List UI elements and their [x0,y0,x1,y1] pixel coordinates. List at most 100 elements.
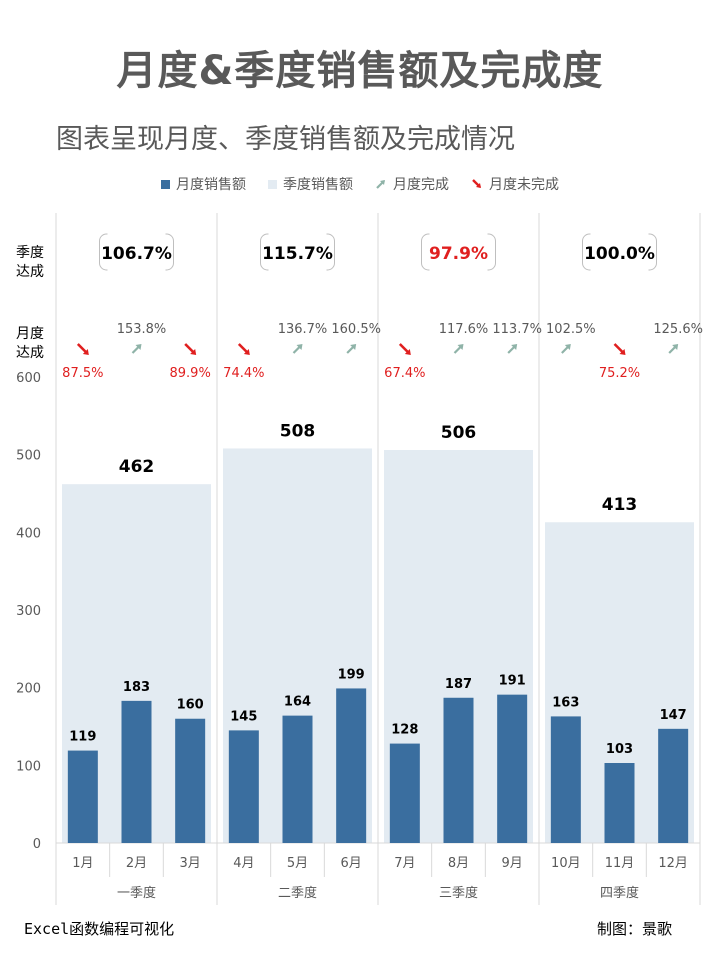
month-bar [67,750,98,843]
legend-item-done: 月度完成 [375,174,449,194]
month-done-arrow-icon [292,344,303,354]
month-bar [658,728,689,843]
month-bar [121,700,152,843]
quarter-category-label: 一季度 [117,885,156,901]
y-tick-label: 200 [16,682,41,697]
month-value-label: 163 [552,695,579,710]
month-undone-arrow-icon [76,343,89,355]
month-rate-label: 67.4% [384,366,425,381]
month-value-label: 183 [123,680,150,695]
legend-label-undone: 月度未完成 [489,177,559,193]
credit-left: Excel函数编程可视化 [24,920,175,938]
monthly-swatch-icon [161,179,170,189]
month-undone-arrow-icon-head [404,349,411,355]
legend-item-undone: 月度未完成 [471,174,559,194]
month-done-arrow-icon-head [135,344,142,350]
y-tick-label: 500 [16,449,41,464]
month-undone-arrow-icon-shaft [613,343,624,353]
month-done-arrow-icon-head [350,344,357,350]
quarter-category-label: 四季度 [600,885,639,901]
month-done-arrow-icon-head [457,344,464,350]
down-arrow-icon [472,179,481,188]
quarter-rate-bracket-mask [268,230,327,274]
month-rate-label: 89.9% [170,366,211,381]
month-undone-arrow-icon-shaft [398,343,409,353]
month-done-arrow-icon [561,344,571,354]
month-undone-arrow-icon-shaft [184,343,195,353]
month-category-label: 9月 [502,856,523,871]
quarter-rate-label: 106.7% [101,244,172,264]
month-rate-label: 153.8% [117,322,167,337]
month-bar [282,715,313,843]
month-rate-label: 113.7% [492,322,542,337]
quarter-value-label: 462 [119,457,155,477]
y-tick-label: 600 [16,371,41,386]
month-value-label: 147 [660,708,687,723]
month-value-label: 160 [177,698,204,713]
quarter-rate-bracket-mask [107,230,166,274]
quarter-value-label: 506 [441,423,477,443]
month-bar [228,730,259,843]
month-category-label: 1月 [72,856,93,871]
month-value-label: 103 [606,742,633,757]
legend: 月度销售额 季度销售额 月度完成 月度未完成 [0,174,720,194]
quarter-category-label: 二季度 [278,885,317,901]
quarter-rate-label: 100.0% [584,244,655,264]
month-category-label: 6月 [341,856,362,871]
month-done-arrow-icon [346,344,357,354]
legend-label-done: 月度完成 [393,177,449,193]
month-value-label: 145 [230,709,257,724]
y-tick-label: 0 [33,837,41,852]
month-bar [604,763,635,843]
month-done-arrow-icon-head [511,344,518,350]
month-done-arrow-icon [507,344,518,354]
row-label-quarter-1: 季度 [16,245,44,261]
month-undone-arrow-icon-head [243,349,250,355]
month-category-label: 10月 [551,856,581,871]
month-rate-label: 75.2% [599,366,640,381]
legend-label-monthly: 月度销售额 [176,177,246,193]
month-value-label: 191 [499,674,526,689]
quarter-rate-label: 97.9% [429,244,488,264]
y-tick-label: 100 [16,759,41,774]
month-undone-arrow-icon-shaft [237,343,248,353]
month-value-label: 187 [445,677,472,692]
legend-label-quarterly: 季度销售额 [283,177,353,193]
quarter-rate-bracket-mask [429,230,488,274]
month-rate-label: 74.4% [223,366,264,381]
row-label-quarter-2: 达成 [16,264,44,280]
chart-subtitle: 图表呈现月度、季度销售额及完成情况 [56,124,515,155]
month-undone-arrow-icon [613,343,626,355]
month-bar [550,716,581,843]
month-value-label: 199 [338,667,365,682]
y-tick-label: 300 [16,604,41,619]
credit-right: 制图：景歌 [597,920,673,938]
y-tick-label: 400 [16,526,41,541]
month-undone-arrow-icon [398,343,411,355]
month-undone-arrow-icon [237,343,250,355]
legend-item-monthly: 月度销售额 [161,174,246,194]
month-rate-label: 136.7% [278,322,328,337]
month-undone-arrow-icon-head [82,349,89,355]
month-value-label: 119 [69,730,96,745]
month-category-label: 4月 [233,856,254,871]
month-category-label: 11月 [605,856,635,871]
row-label-month-2: 达成 [16,345,44,361]
month-done-arrow-icon-head [672,344,679,350]
month-category-label: 12月 [658,856,688,871]
quarter-value-label: 413 [602,495,638,515]
quarterly-swatch-icon [268,179,277,189]
month-undone-arrow-icon-head [619,349,626,355]
month-done-arrow-icon [453,344,464,354]
month-category-label: 3月 [180,856,201,871]
month-category-label: 5月 [287,856,308,871]
month-undone-arrow-icon-head [190,349,197,355]
quarter-rate-label: 115.7% [262,244,333,264]
month-bar [497,694,528,843]
month-value-label: 164 [284,695,311,710]
month-category-label: 2月 [126,856,147,871]
chart-title: 月度&季度销售额及完成度 [116,48,604,94]
month-done-arrow-icon-head [296,344,303,350]
quarter-category-label: 三季度 [439,885,478,901]
